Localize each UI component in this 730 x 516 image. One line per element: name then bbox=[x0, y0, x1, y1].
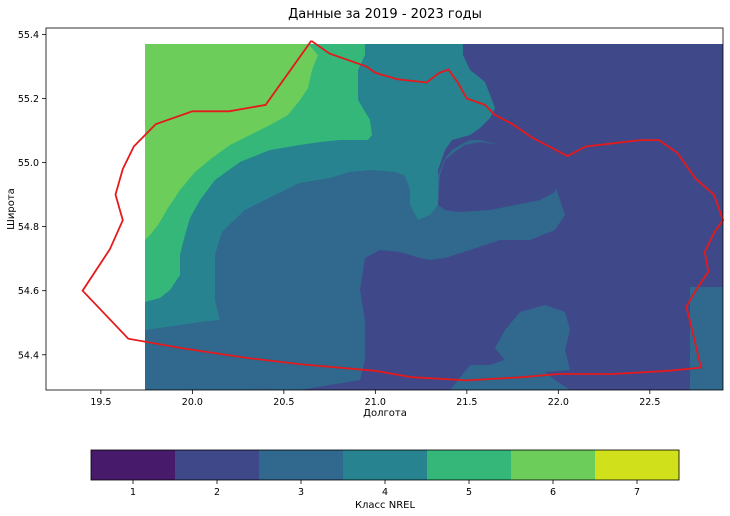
colorbar-swatch bbox=[91, 450, 176, 480]
colorbar-tick-label: 2 bbox=[214, 487, 220, 498]
x-tick-label: 22.5 bbox=[639, 397, 660, 408]
x-tick-label: 22.0 bbox=[548, 397, 569, 408]
colorbar-tick-label: 6 bbox=[550, 487, 556, 498]
colorbar-swatch bbox=[511, 450, 596, 480]
y-axis: 54.4 54.6 54.8 55.0 55.2 55.4 bbox=[18, 30, 46, 361]
colorbar-tick-label: 3 bbox=[298, 487, 304, 498]
colorbar-swatch bbox=[175, 450, 260, 480]
colorbar-swatch bbox=[595, 450, 680, 480]
colorbar-tick-label: 1 bbox=[130, 487, 136, 498]
chart-title: Данные за 2019 - 2023 годы bbox=[288, 7, 482, 22]
colorbar-tick-label: 4 bbox=[382, 487, 388, 498]
colorbar-swatch bbox=[259, 450, 344, 480]
plot-area bbox=[45, 27, 725, 391]
region-boundary bbox=[81, 40, 725, 382]
x-tick-label: 20.0 bbox=[182, 397, 203, 408]
y-tick-label: 55.2 bbox=[18, 94, 39, 105]
colorbar-swatch bbox=[343, 450, 428, 480]
y-tick-label: 54.4 bbox=[18, 350, 39, 361]
class-region bbox=[495, 305, 570, 372]
x-tick-label: 21.0 bbox=[365, 397, 386, 408]
colorbar-tick-label: 7 bbox=[634, 487, 640, 498]
colorbar: 1 2 3 4 5 6 7 bbox=[90, 449, 680, 498]
y-tick-label: 55.4 bbox=[18, 30, 39, 41]
colorbar-swatch bbox=[427, 450, 512, 480]
y-axis-label: Широта bbox=[6, 188, 17, 230]
heatmap-regions bbox=[145, 44, 723, 390]
x-axis-label: Долгота bbox=[363, 408, 407, 419]
y-tick-label: 55.0 bbox=[18, 158, 39, 169]
colorbar-tick-label: 5 bbox=[466, 487, 472, 498]
y-tick-label: 54.8 bbox=[18, 222, 39, 233]
class-region bbox=[438, 142, 558, 212]
x-tick-label: 21.5 bbox=[456, 397, 477, 408]
y-tick-label: 54.6 bbox=[18, 286, 39, 297]
x-axis: 19.5 20.0 20.5 21.0 21.5 22.0 22.5 bbox=[90, 390, 660, 408]
colorbar-label: Класс NREL bbox=[355, 500, 416, 511]
x-tick-label: 20.5 bbox=[273, 397, 294, 408]
x-tick-label: 19.5 bbox=[90, 397, 111, 408]
axes-frame bbox=[45, 27, 724, 391]
